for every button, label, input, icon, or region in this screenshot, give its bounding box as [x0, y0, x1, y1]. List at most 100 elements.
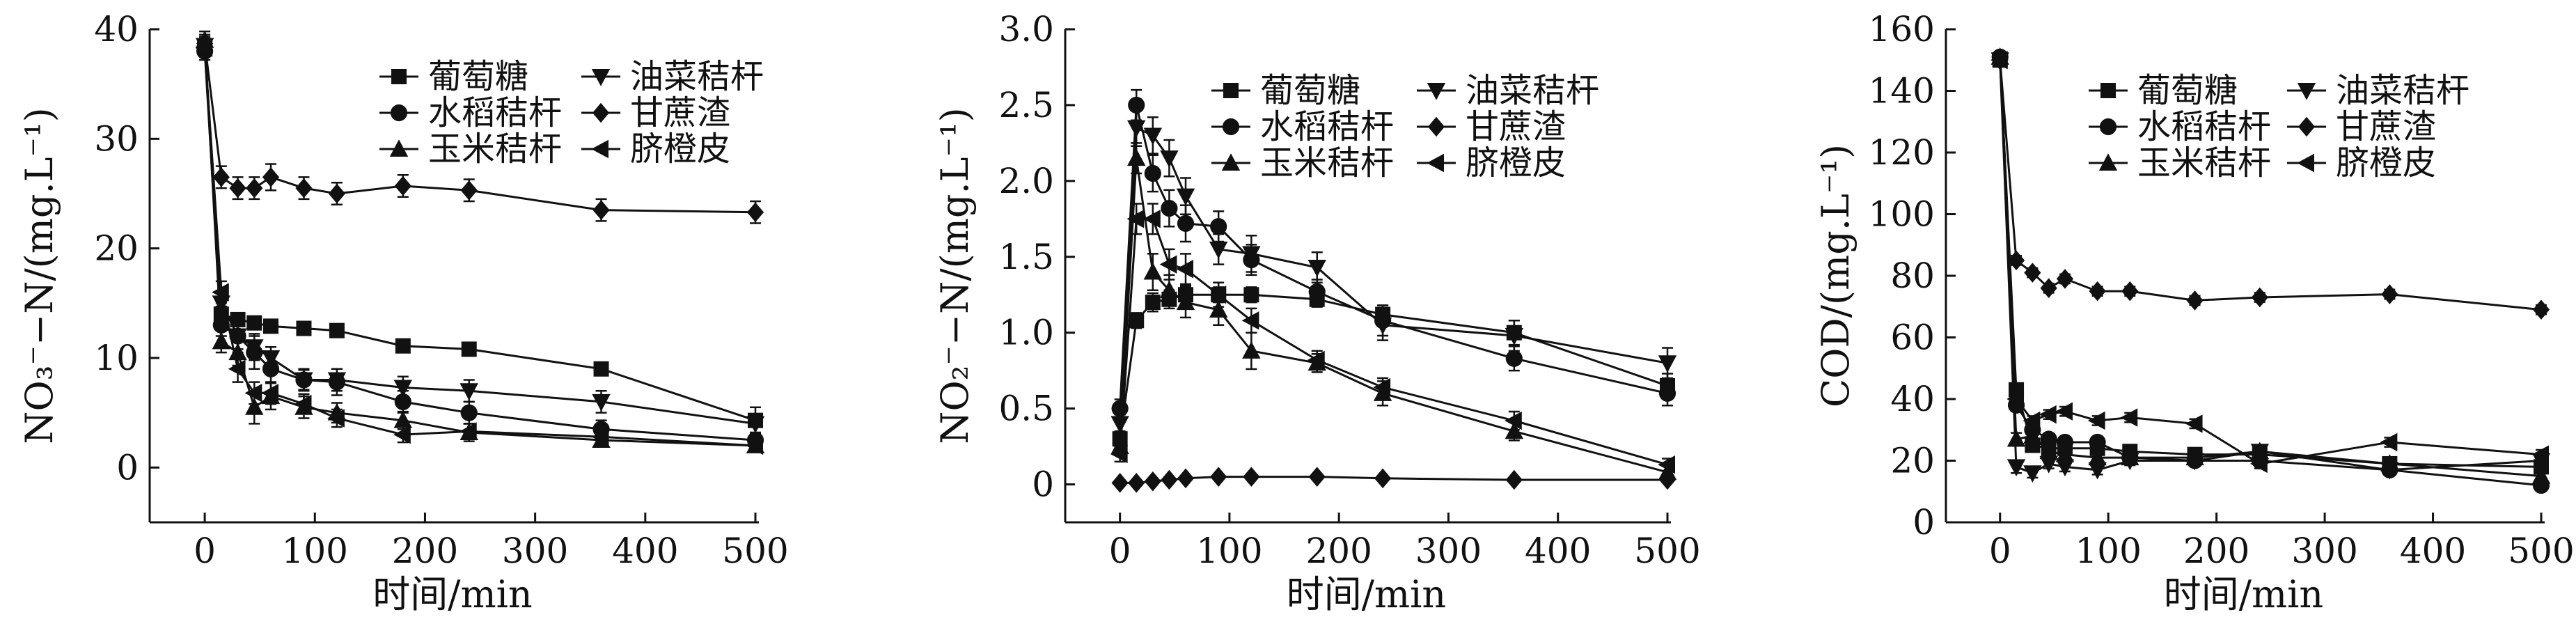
data-point: [1658, 455, 1675, 474]
legend-label: 水稻秸杆: [1260, 107, 1394, 146]
data-point: [329, 322, 345, 338]
data-point: [2055, 459, 2075, 477]
data-point: [1127, 120, 1146, 138]
legend-marker: [1223, 83, 1239, 98]
y-tick-label: 10: [94, 338, 139, 378]
data-point: [2088, 448, 2107, 466]
series-3: [1110, 142, 1677, 481]
legend-marker: [1427, 153, 1444, 173]
series-1: [1112, 284, 1675, 448]
data-point: [1110, 416, 1129, 434]
data-point: [2088, 462, 2107, 480]
legend-label: 玉米秸杆: [428, 130, 562, 169]
data-point: [2023, 411, 2041, 430]
data-point: [246, 315, 262, 331]
data-point: [746, 436, 763, 455]
data-point: [1210, 218, 1227, 235]
legend-marker: [2099, 118, 2117, 136]
data-point: [2024, 263, 2041, 283]
legend-label: 葡萄糖: [2137, 71, 2238, 110]
data-point: [1210, 467, 1227, 487]
x-tick-label: 500: [722, 531, 788, 571]
data-point: [1128, 473, 1145, 493]
data-point: [2121, 281, 2139, 302]
data-point: [2380, 432, 2398, 452]
data-point: [1176, 292, 1195, 311]
legend-label: 水稻秸杆: [2137, 107, 2271, 146]
y-tick-label: 0: [1032, 465, 1054, 505]
data-point: [1110, 444, 1128, 464]
data-point: [2089, 433, 2106, 451]
data-point: [2056, 433, 2074, 451]
data-point: [2039, 405, 2057, 424]
legend-label: 脐橙皮: [1466, 143, 1566, 182]
data-point: [1143, 262, 1163, 280]
data-point: [394, 393, 411, 411]
legend-item: 脐橙皮: [581, 130, 730, 169]
data-point: [1307, 350, 1325, 370]
series-6: [195, 38, 763, 455]
legend-item: 油菜秸杆: [1417, 71, 1599, 110]
data-point: [2007, 250, 2025, 271]
legend-item: 脐橙皮: [1417, 143, 1566, 182]
data-point: [228, 328, 247, 346]
data-point: [2039, 455, 2058, 474]
data-point: [1129, 313, 1145, 329]
series-5: [1111, 467, 1676, 493]
data-point: [746, 202, 764, 223]
x-tick-label: 0: [1989, 531, 2011, 571]
data-point: [2120, 408, 2138, 427]
data-point: [1243, 287, 1259, 303]
data-point: [1505, 411, 1522, 430]
chart-panel-nitrite: 0 100 200 300 400 500 0 0.5 1.0 1.5 2.0 2.5 3.0 时间/mi…: [933, 9, 1701, 616]
data-point: [1160, 280, 1179, 298]
data-point: [229, 178, 246, 198]
data-point: [228, 359, 246, 378]
legend-marker: [592, 102, 610, 123]
data-point: [1505, 469, 1523, 490]
data-point: [245, 398, 264, 415]
data-point: [460, 180, 478, 201]
y-tick-label: 0.5: [998, 389, 1054, 429]
legend-label: 葡萄糖: [1260, 71, 1360, 110]
data-point: [2006, 459, 2026, 477]
y-tick-label: 100: [1869, 194, 1935, 235]
legend-item: 玉米秸杆: [1211, 143, 1394, 182]
data-point: [2039, 442, 2058, 460]
data-point: [395, 338, 411, 354]
data-point: [1308, 283, 1326, 300]
data-point: [261, 350, 281, 368]
data-point: [1373, 377, 1391, 397]
legend-marker: [2297, 83, 2316, 100]
data-point: [2056, 269, 2074, 289]
data-point: [2040, 278, 2057, 298]
data-point: [460, 383, 478, 400]
data-point: [592, 200, 610, 220]
x-tick-label: 100: [1196, 531, 1262, 571]
legend-marker: [1427, 116, 1445, 137]
data-point: [1373, 317, 1392, 335]
y-tick-label: 0: [1913, 502, 1935, 543]
data-point: [393, 425, 411, 444]
data-point: [1144, 471, 1161, 492]
x-tick-label: 200: [2183, 531, 2249, 571]
y-tick-label: 2.5: [998, 85, 1054, 125]
data-point: [1658, 469, 1676, 490]
data-point: [1307, 260, 1326, 277]
data-point: [1111, 473, 1129, 493]
legend-item: 甘蔗渣: [581, 93, 730, 132]
legend-label: 甘蔗渣: [630, 93, 730, 132]
data-point: [1143, 210, 1161, 228]
y-tick-label: 140: [1869, 71, 1935, 111]
data-point: [1209, 300, 1228, 318]
data-point: [2531, 445, 2549, 464]
data-point: [393, 380, 413, 398]
data-point: [263, 318, 278, 334]
data-point: [1658, 384, 1676, 402]
legend-label: 玉米秸杆: [2137, 143, 2271, 182]
data-point: [1159, 255, 1177, 274]
data-point: [328, 183, 346, 204]
data-point: [1505, 350, 1523, 367]
